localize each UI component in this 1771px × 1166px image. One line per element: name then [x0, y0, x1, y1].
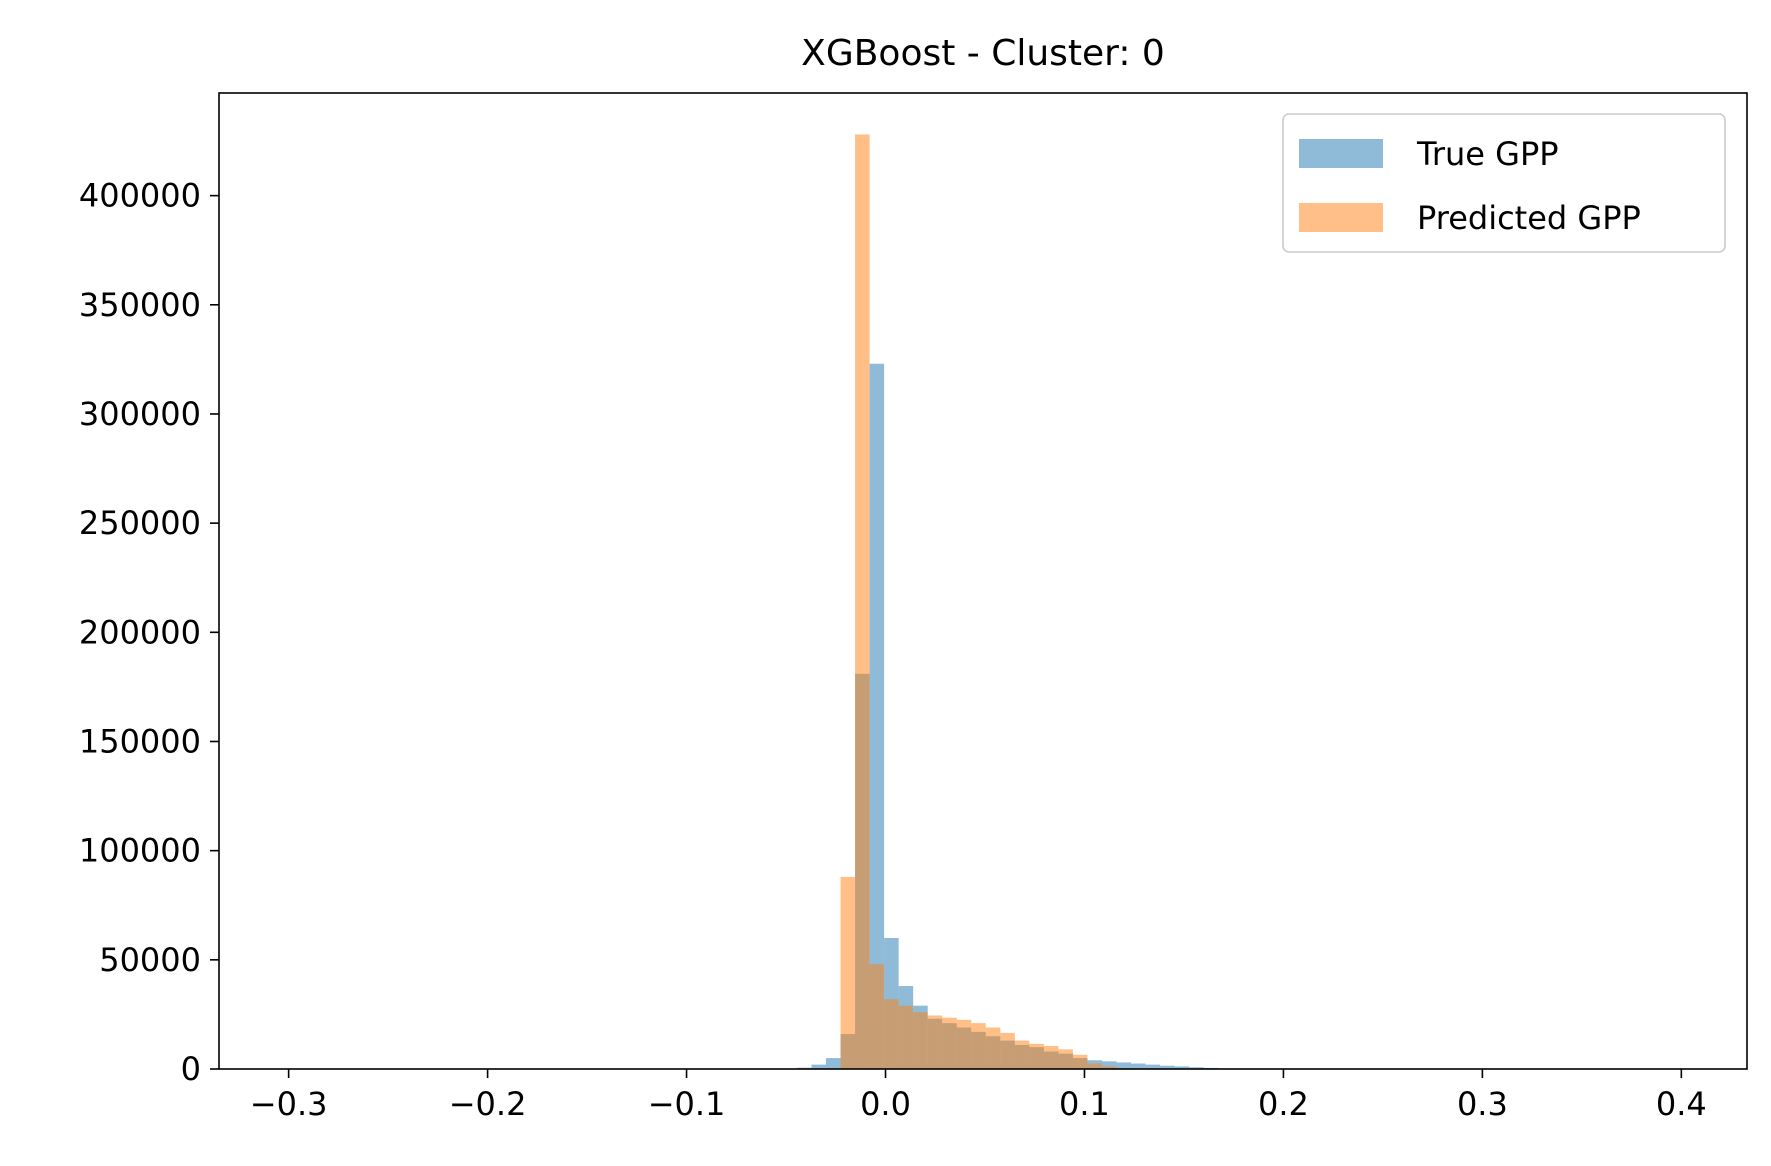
legend-label: Predicted GPP	[1417, 199, 1641, 237]
legend-box	[1282, 113, 1726, 253]
x-tick-label: 0.0	[860, 1085, 911, 1123]
axes-frame	[218, 92, 1748, 1070]
x-tick-label: −0.2	[449, 1085, 527, 1123]
histogram-bar-predicted-gpp	[1072, 1054, 1088, 1069]
histogram-bar-predicted-gpp	[1058, 1049, 1073, 1069]
y-tick-label: 250000	[79, 504, 201, 542]
histogram-bar-predicted-gpp	[1029, 1043, 1044, 1069]
histogram-bar-predicted-gpp	[869, 964, 885, 1069]
y-tick-label: 200000	[79, 613, 201, 651]
histogram-bar-predicted-gpp	[840, 876, 856, 1069]
histogram-bar-true-gpp	[811, 1064, 827, 1069]
histogram-bar-true-gpp	[1189, 1067, 1204, 1069]
histogram-bar-true-gpp	[1160, 1065, 1175, 1069]
histogram-bar-true-gpp	[1174, 1066, 1190, 1069]
y-axis: 0 50000 100000 150000 200000 250000 300000 3500…	[79, 177, 219, 1088]
legend-swatch	[1299, 139, 1383, 168]
bars-layer	[796, 134, 1219, 1069]
histogram-bar-predicted-gpp	[913, 1012, 928, 1069]
histogram-bar-predicted-gpp	[855, 134, 870, 1069]
histogram-bar-true-gpp	[1116, 1062, 1132, 1069]
histogram-bar-true-gpp	[1101, 1061, 1117, 1069]
y-tick-label: 100000	[79, 832, 201, 870]
x-tick-label: 0.1	[1059, 1085, 1110, 1123]
y-tick-label: 300000	[79, 395, 201, 433]
histogram-bar-predicted-gpp	[1014, 1040, 1030, 1069]
y-tick-label: 0	[181, 1050, 201, 1088]
x-axis: −0.3 −0.2 −0.1 0.0 0.1 0.2 0.3 0.4	[250, 1069, 1707, 1123]
x-tick-label: −0.3	[250, 1085, 328, 1123]
histogram-bar-predicted-gpp	[1087, 1063, 1102, 1069]
histogram-bar-predicted-gpp	[927, 1015, 943, 1069]
histogram-bar-predicted-gpp	[1000, 1032, 1015, 1069]
y-tick-label: 150000	[79, 722, 201, 760]
histogram-bar-predicted-gpp	[942, 1017, 957, 1069]
histogram-bar-true-gpp	[1131, 1063, 1146, 1069]
histogram-bar-true-gpp	[1145, 1064, 1161, 1069]
histogram-bar-predicted-gpp	[1101, 1066, 1117, 1069]
y-tick-label: 350000	[79, 286, 201, 324]
legend-label: True GPP	[1416, 135, 1559, 173]
x-tick-label: 0.4	[1656, 1085, 1707, 1123]
legend: True GPP Predicted GPP	[1282, 113, 1726, 253]
y-tick-label: 50000	[99, 941, 201, 979]
legend-swatch	[1299, 203, 1383, 232]
chart-title: XGBoost - Cluster: 0	[801, 33, 1165, 74]
histogram-bar-true-gpp	[869, 363, 885, 1069]
x-tick-label: 0.3	[1457, 1085, 1508, 1123]
x-tick-label: −0.1	[648, 1085, 726, 1123]
y-tick-label: 400000	[79, 177, 201, 215]
histogram-bar-predicted-gpp	[985, 1027, 1001, 1069]
histogram-bar-predicted-gpp	[898, 1005, 914, 1069]
x-tick-label: 0.2	[1258, 1085, 1309, 1123]
histogram-bar-predicted-gpp	[884, 999, 899, 1069]
histogram-bar-predicted-gpp	[1043, 1046, 1059, 1069]
histogram-bar-predicted-gpp	[956, 1019, 972, 1069]
histogram-bar-predicted-gpp	[971, 1023, 986, 1069]
histogram-bar-true-gpp	[826, 1058, 841, 1069]
